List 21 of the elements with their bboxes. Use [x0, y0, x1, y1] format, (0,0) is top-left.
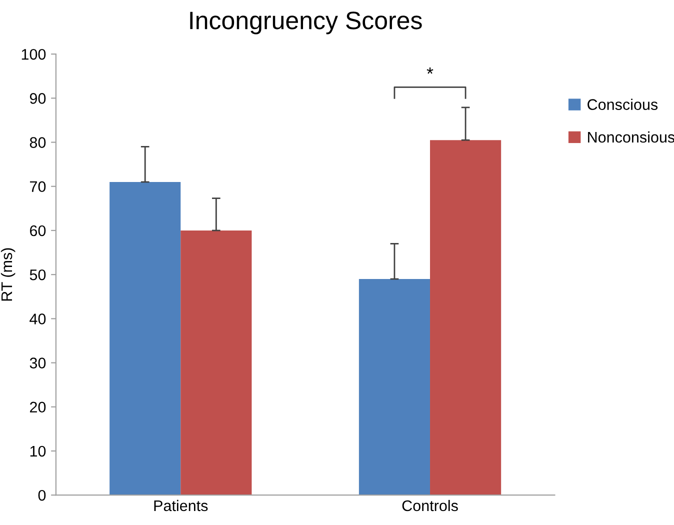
y-tick-label: 100	[22, 48, 46, 60]
y-tick-label: 40	[30, 314, 46, 324]
y-axis-title: RT (ms)	[0, 248, 16, 301]
y-tick-label: 80	[30, 137, 46, 148]
bar	[430, 140, 502, 496]
y-tick-label: 60	[30, 225, 46, 236]
y-tick-label: 90	[30, 93, 46, 104]
annotation: *	[426, 67, 434, 74]
x-tick-label: Controls	[402, 500, 458, 512]
y-tick-label: 10	[30, 446, 46, 457]
bar	[180, 230, 252, 496]
bar	[358, 278, 430, 496]
legend-label: Conscious	[588, 98, 658, 110]
y-tick-label: 30	[30, 358, 46, 368]
y-tick-label: 70	[30, 181, 46, 192]
y-tick-label: 50	[30, 269, 46, 280]
bar	[110, 182, 181, 496]
y-tick-label: 20	[30, 402, 46, 413]
chart-title: Incongruency Scores	[190, 12, 422, 34]
x-tick-label: Patients	[154, 500, 208, 512]
y-tick-label: 0	[38, 490, 46, 501]
